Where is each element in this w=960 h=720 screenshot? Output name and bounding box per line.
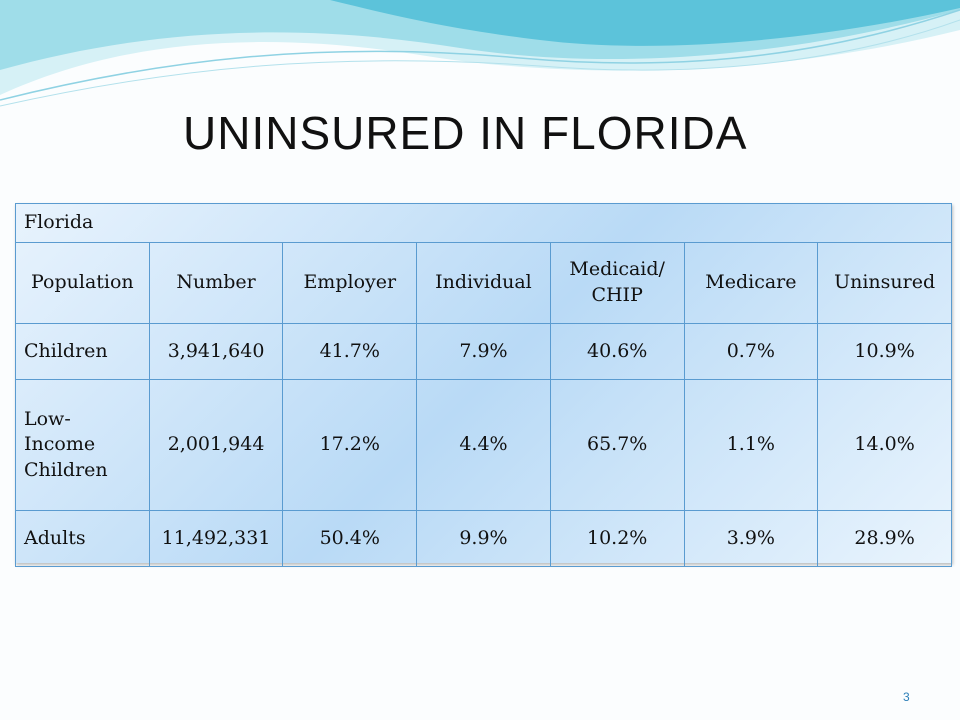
uninsured-table: Florida Population Number Employer Indiv…: [15, 203, 952, 567]
header-population: Population: [15, 242, 150, 324]
table-row: Adults 11,492,331 50.4% 9.9% 10.2% 3.9% …: [15, 510, 952, 567]
page-number: 3: [903, 690, 910, 704]
cell-individual: 7.9%: [416, 323, 551, 380]
header-medicaid-chip: Medicaid/ CHIP: [549, 242, 685, 324]
table-row: Children 3,941,640 41.7% 7.9% 40.6% 0.7%…: [15, 323, 952, 380]
cell-uninsured: 10.9%: [817, 323, 952, 380]
cell-medicaid-chip: 65.7%: [549, 379, 685, 511]
cell-individual: 9.9%: [416, 510, 551, 567]
header-uninsured: Uninsured: [817, 242, 952, 324]
table-header-row: Population Number Employer Individual Me…: [15, 242, 952, 324]
cell-uninsured: 28.9%: [817, 510, 952, 567]
cell-population: Low-Income Children: [15, 379, 150, 511]
cell-individual: 4.4%: [416, 379, 551, 511]
table-row: Low-Income Children 2,001,944 17.2% 4.4%…: [15, 379, 952, 511]
cell-medicare: 0.7%: [683, 323, 819, 380]
cell-medicare: 1.1%: [683, 379, 819, 511]
cell-medicaid-chip: 10.2%: [549, 510, 685, 567]
header-employer: Employer: [282, 242, 418, 324]
slide-title: Uninsured in Florida: [183, 107, 748, 159]
cell-number: 3,941,640: [148, 323, 284, 380]
header-number: Number: [148, 242, 284, 324]
cell-population: Adults: [15, 510, 150, 567]
cell-number: 2,001,944: [148, 379, 284, 511]
cell-employer: 17.2%: [282, 379, 418, 511]
table-region-row: Florida: [15, 203, 952, 243]
header-individual: Individual: [416, 242, 551, 324]
cell-number: 11,492,331: [148, 510, 284, 567]
region-header-cell: Florida: [15, 203, 952, 243]
cell-medicare: 3.9%: [683, 510, 819, 567]
decorative-wave-header: [0, 0, 960, 107]
cell-uninsured: 14.0%: [817, 379, 952, 511]
header-medicare: Medicare: [683, 242, 819, 324]
cell-medicaid-chip: 40.6%: [549, 323, 685, 380]
uninsured-table-container: Florida Population Number Employer Indiv…: [15, 203, 952, 567]
cell-employer: 50.4%: [282, 510, 418, 567]
cell-population: Children: [15, 323, 150, 380]
cell-employer: 41.7%: [282, 323, 418, 380]
